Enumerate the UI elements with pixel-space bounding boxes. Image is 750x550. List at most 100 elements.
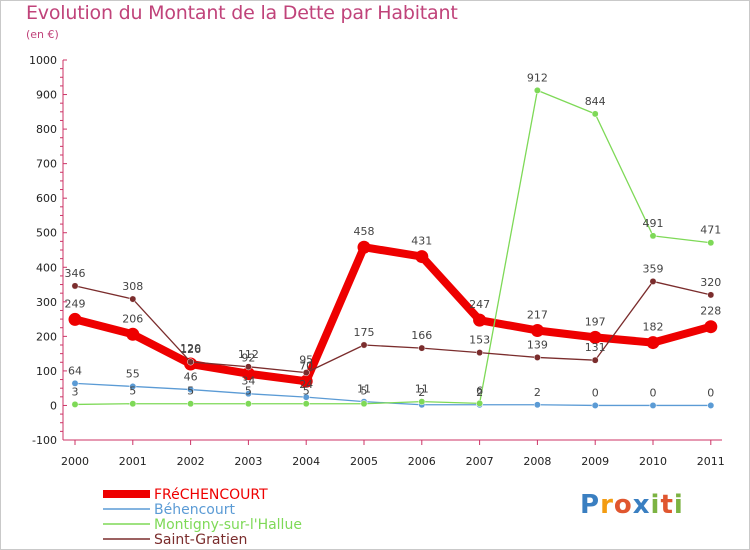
data-label: 0 — [592, 386, 599, 399]
series-point — [533, 401, 541, 409]
data-label: 153 — [469, 334, 490, 347]
y-tick-label: -100 — [32, 434, 57, 447]
data-label: 247 — [469, 298, 490, 311]
series-point — [530, 323, 544, 337]
x-tick-label: 2011 — [697, 455, 725, 468]
series-point — [302, 369, 310, 377]
data-label: 346 — [65, 267, 86, 280]
data-label: 359 — [643, 262, 664, 275]
series-point — [415, 250, 429, 264]
data-label: 844 — [585, 95, 606, 108]
data-label: 95 — [299, 354, 313, 367]
series-layer — [68, 86, 718, 409]
x-tick-label: 2000 — [61, 455, 89, 468]
proxiti-logo: Proxiti — [580, 490, 684, 520]
data-label: 5 — [187, 385, 194, 398]
legend-label: Montigny-sur-l'Hallue — [154, 517, 302, 533]
series-point — [71, 282, 79, 290]
data-label: 175 — [354, 326, 375, 339]
data-label: 491 — [643, 217, 664, 230]
series-point — [591, 356, 599, 364]
y-tick-label: 0 — [50, 399, 57, 412]
y-tick-label: 400 — [36, 261, 57, 274]
series-point — [704, 320, 718, 334]
data-label: 131 — [585, 341, 606, 354]
data-label: 5 — [129, 385, 136, 398]
series-point — [649, 232, 657, 240]
series-point — [299, 374, 313, 388]
logo-letter: o — [613, 490, 633, 520]
series-point — [533, 353, 541, 361]
series-point — [418, 398, 426, 406]
x-tick-label: 2005 — [350, 455, 378, 468]
y-tick-label: 200 — [36, 330, 57, 343]
series-point — [476, 349, 484, 357]
x-tick-label: 2003 — [234, 455, 262, 468]
data-label: 6 — [476, 384, 483, 397]
data-label: 320 — [700, 276, 721, 289]
data-label: 2 — [418, 386, 425, 399]
legend-label: Béhencourt — [154, 502, 235, 518]
data-label: 217 — [527, 308, 548, 321]
y-tick-label: 500 — [36, 227, 57, 240]
series-point — [357, 240, 371, 254]
data-label: 166 — [411, 329, 432, 342]
legend-label: Saint-Gratien — [154, 532, 247, 548]
series-point — [588, 330, 602, 344]
series-point — [591, 110, 599, 118]
x-tick-label: 2009 — [581, 455, 609, 468]
data-label: 126 — [180, 343, 201, 356]
series-point — [244, 363, 252, 371]
x-tick-label: 2010 — [639, 455, 667, 468]
series-point — [187, 358, 195, 366]
y-tick-label: 700 — [36, 158, 57, 171]
x-tick-label: 2008 — [523, 455, 551, 468]
data-label: 206 — [122, 312, 143, 325]
x-tick-label: 2002 — [177, 455, 205, 468]
data-label: 70 — [299, 359, 313, 372]
chart-axes: -100010020030040050060070080090010002000… — [29, 54, 725, 468]
series-point — [129, 295, 137, 303]
series-point — [476, 399, 484, 407]
data-label: 24 — [299, 378, 313, 391]
x-tick-label: 2001 — [119, 455, 147, 468]
series-line-2 — [74, 89, 712, 406]
data-label: 228 — [700, 305, 721, 318]
data-label: 0 — [707, 386, 714, 399]
data-label: 120 — [180, 342, 201, 355]
y-tick-label: 300 — [36, 296, 57, 309]
logo-letter: r — [600, 490, 614, 520]
data-label: 197 — [585, 315, 606, 328]
data-label: 139 — [527, 338, 548, 351]
series-point — [71, 400, 79, 408]
data-label: 182 — [643, 321, 664, 334]
x-tick-label: 2004 — [292, 455, 320, 468]
data-label: 2 — [534, 386, 541, 399]
data-label: 5 — [303, 385, 310, 398]
x-tick-label: 2006 — [408, 455, 436, 468]
data-label: 5 — [361, 385, 368, 398]
series-point — [649, 402, 657, 409]
y-tick-label: 900 — [36, 89, 57, 102]
data-label: 0 — [650, 386, 657, 399]
data-label: 471 — [700, 224, 721, 237]
legend-label: FRéCHENCOURT — [154, 487, 268, 503]
series-point — [649, 277, 657, 285]
series-point — [126, 327, 140, 341]
y-tick-label: 800 — [36, 123, 57, 136]
logo-letter: i — [650, 490, 661, 520]
y-tick-label: 600 — [36, 192, 57, 205]
data-label: 3 — [72, 385, 79, 398]
series-point — [241, 367, 255, 381]
series-point — [707, 291, 715, 299]
data-label: 2 — [476, 386, 483, 399]
data-label: 458 — [354, 225, 375, 238]
series-point — [129, 400, 137, 408]
chart-legend: FRéCHENCOURTBéhencourtMontigny-sur-l'Hal… — [103, 487, 302, 548]
series-point — [473, 313, 487, 327]
data-label: 64 — [68, 364, 82, 377]
series-point — [187, 386, 195, 394]
data-label: 431 — [411, 235, 432, 248]
